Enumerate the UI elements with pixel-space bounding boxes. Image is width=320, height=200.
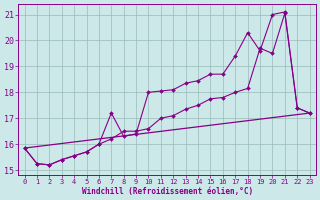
X-axis label: Windchill (Refroidissement éolien,°C): Windchill (Refroidissement éolien,°C) [82, 187, 253, 196]
